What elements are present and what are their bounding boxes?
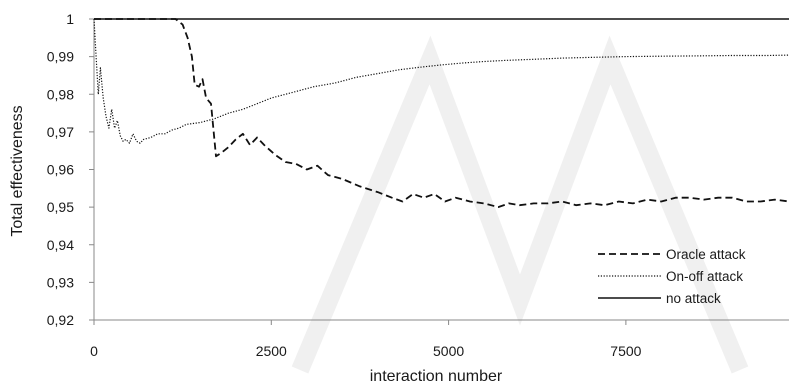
legend-label: no attack — [666, 291, 721, 306]
y-tick-label: 0,96 — [47, 162, 74, 178]
series-layer — [93, 18, 789, 208]
legend-label: Oracle attack — [666, 247, 746, 262]
y-tick-label: 0,94 — [47, 237, 74, 253]
legend-item: On-off attack — [598, 269, 743, 284]
y-ticks: 1 0,99 0,98 0,97 0,96 0,95 0,94 0,93 0,92 — [47, 11, 94, 328]
series-line-on-off-attack — [93, 18, 789, 144]
y-tick-label: 0,93 — [47, 274, 74, 290]
y-tick-label: 0,97 — [47, 124, 74, 140]
x-axis-title: interaction number — [370, 368, 503, 385]
x-tick-label: 7500 — [610, 343, 641, 359]
x-tick-label: 5000 — [433, 343, 464, 359]
x-ticks: 0 2500 5000 7500 — [90, 320, 642, 359]
plot-area: 1 0,99 0,98 0,97 0,96 0,95 0,94 0,93 0,92 0 2500 5… — [47, 11, 789, 359]
legend-item: no attack — [598, 291, 721, 306]
y-tick-label: 0,95 — [47, 199, 74, 215]
y-tick-label: 1 — [66, 11, 74, 27]
x-tick-label: 2500 — [256, 343, 287, 359]
series-line-oracle-attack — [94, 18, 789, 208]
y-tick-label: 0,92 — [47, 312, 74, 328]
legend-label: On-off attack — [666, 269, 743, 284]
y-tick-label: 0,98 — [47, 86, 74, 102]
watermark — [291, 35, 749, 374]
legend: Oracle attack On-off attack no attack — [598, 247, 746, 306]
x-tick-label: 0 — [90, 343, 98, 359]
y-tick-label: 0,99 — [47, 49, 74, 65]
legend-item: Oracle attack — [598, 247, 746, 262]
y-axis-title: Total effectiveness — [9, 105, 26, 236]
